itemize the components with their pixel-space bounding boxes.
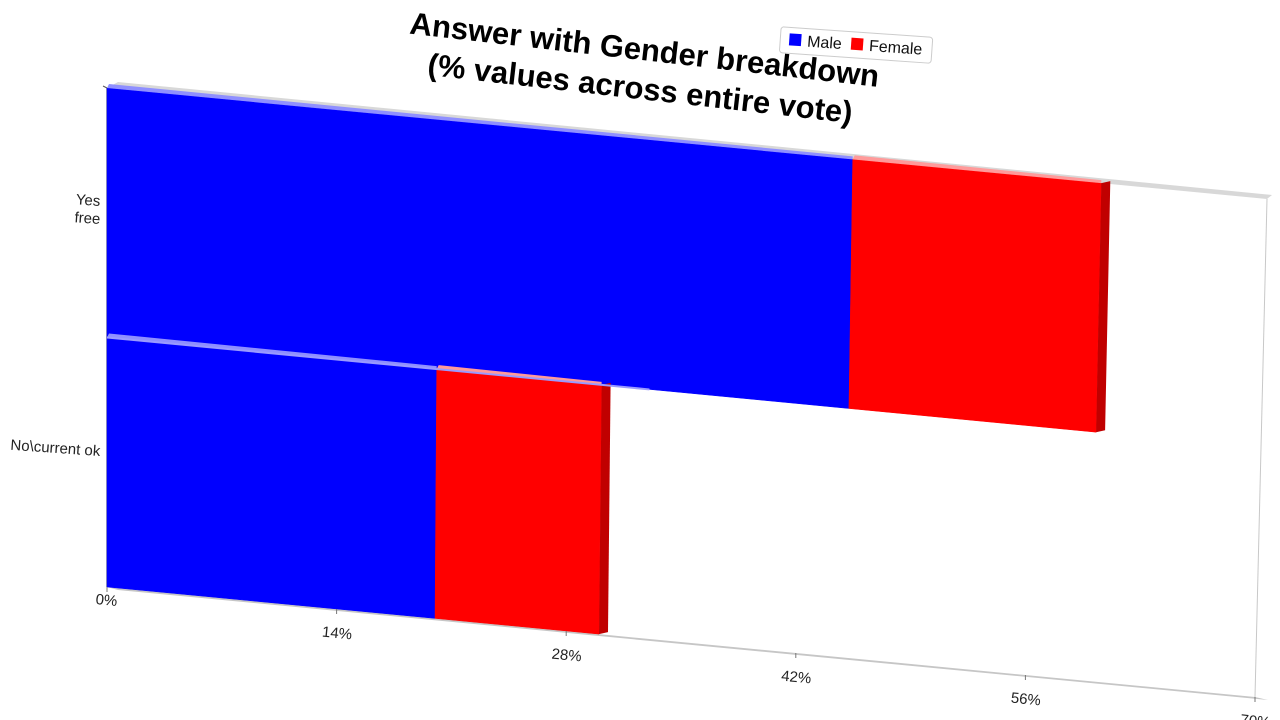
category-separator [106,336,650,391]
x-axis: 0% 14% 28% 42% 56% 70% [95,587,1271,720]
legend-swatch-male [788,33,802,47]
legend-swatch-female [850,37,864,51]
right-wall-edge [1254,198,1268,698]
category-label: Yes [75,191,101,210]
bar-top-male-0 [107,84,853,160]
chart-title: Answer with Gender breakdown(% values ac… [408,6,881,130]
bar-male-1 [106,337,437,619]
bar-female-1 [434,368,602,635]
legend: Male Female [779,26,934,64]
legend-label-female: Female [868,38,923,59]
x-tick-label: 56% [1010,690,1042,710]
legend-label-male: Male [807,34,843,53]
x-tick-label: 14% [321,624,353,644]
y-axis-cap [102,85,108,89]
category-label: free [74,209,101,228]
bar-side-1 [599,382,611,635]
bar-top-female-0 [852,155,1102,184]
x-tick-label: 0% [95,591,118,610]
bar-side-0 [1096,181,1111,433]
x-tick-label: 70% [1240,712,1272,720]
x-tick-label: 28% [551,646,583,666]
bar-female-0 [848,159,1102,433]
category-label: No\current ok [10,437,102,460]
bars [106,84,1111,635]
floor-edge [107,587,1268,700]
x-tick-label: 42% [780,668,812,688]
